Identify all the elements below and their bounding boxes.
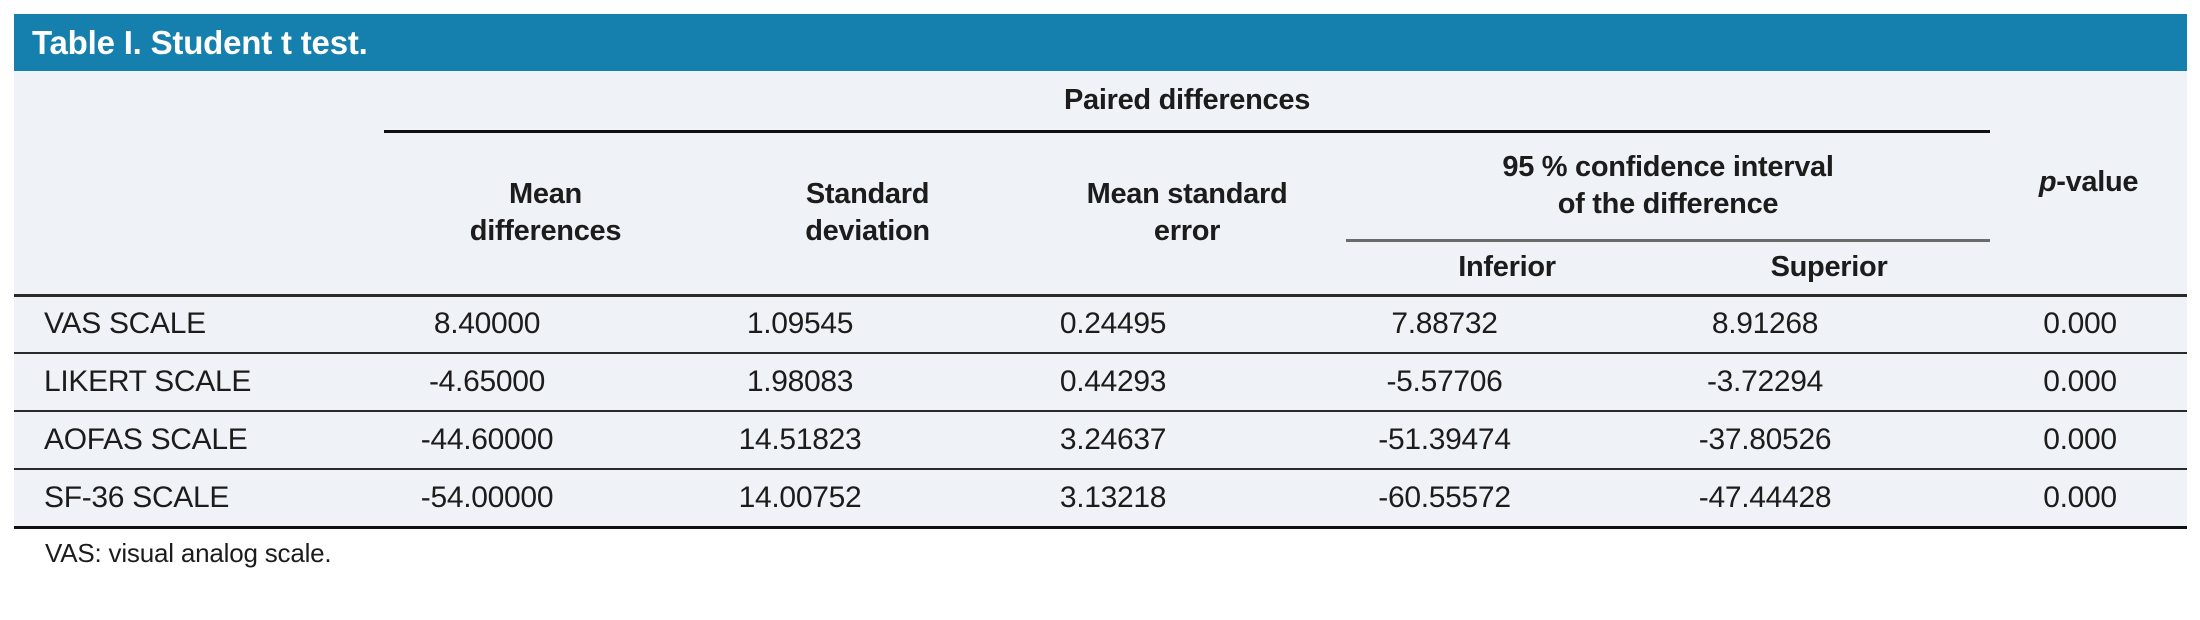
table-title-bar: Table I. Student t test. [14,14,2187,71]
cell-ci-superior: -3.72294 [1668,353,1991,412]
cell-standard-deviation: 1.09545 [707,295,1028,354]
table-body: VAS SCALE 8.40000 1.09545 0.24495 7.8873… [14,295,2188,529]
header-row-group: Paired differences p-value [14,71,2188,297]
cell-mean-standard-error: 0.24495 [1028,295,1346,354]
cell-ci-inferior: -60.55572 [1346,469,1668,529]
table-row-vas: VAS SCALE 8.40000 1.09545 0.24495 7.8873… [14,295,2188,354]
col-header-standard-deviation: Standard deviation [707,131,1028,297]
cell-mean-differences: 8.40000 [384,295,707,354]
cell-mean-standard-error: 3.24637 [1028,411,1346,470]
row-label: VAS SCALE [14,295,384,354]
corner-header-cell [14,71,384,297]
table-row-likert: LIKERT SCALE -4.65000 1.98083 0.44293 -5… [14,353,2188,412]
cell-ci-superior: -47.44428 [1668,469,1991,529]
table-header: Paired differences p-value Mean differen… [14,71,2188,297]
cell-ci-superior: 8.91268 [1668,295,1991,354]
student-t-test-table: Paired differences p-value Mean differen… [14,71,2188,529]
row-label: LIKERT SCALE [14,353,384,412]
cell-ci-inferior: -5.57706 [1346,353,1668,412]
cell-mean-differences: -4.65000 [384,353,707,412]
cell-standard-deviation: 1.98083 [707,353,1028,412]
row-label: AOFAS SCALE [14,411,384,470]
col-header-superior: Superior [1668,240,1991,297]
cell-standard-deviation: 14.00752 [707,469,1028,529]
row-label: SF-36 SCALE [14,469,384,529]
header-row-measures: Mean differences Standard deviation Mean… [14,131,2187,297]
table-row-aofas: AOFAS SCALE -44.60000 14.51823 3.24637 -… [14,411,2188,470]
col-header-p-value: p-value [1990,71,2188,297]
col-header-inferior: Inferior [1346,240,1668,297]
p-value-label-rest: -value [2056,165,2139,198]
table-footnote: VAS: visual analog scale. [45,538,332,568]
cell-mean-differences: -44.60000 [384,411,707,470]
cell-p-value: 0.000 [1990,469,2188,529]
col-header-mean-standard-error: Mean standard error [1028,131,1346,297]
cell-ci-inferior: 7.88732 [1346,295,1668,354]
cell-mean-standard-error: 3.13218 [1028,469,1346,529]
col-header-paired-differences: Paired differences [384,71,1991,133]
p-value-italic-p: p [2038,165,2057,198]
cell-p-value: 0.000 [1990,411,2188,470]
cell-mean-differences: -54.00000 [384,469,707,529]
cell-standard-deviation: 14.51823 [707,411,1028,470]
col-header-confidence-interval: 95 % confidence interval of the differen… [1346,131,1991,242]
cell-mean-standard-error: 0.44293 [1028,353,1346,412]
cell-p-value: 0.000 [1990,295,2188,354]
table-title: Table I. Student t test. [32,23,368,61]
col-header-mean-differences: Mean differences [384,131,707,297]
table-row-sf36: SF-36 SCALE -54.00000 14.00752 3.13218 -… [14,469,2188,529]
header-row-ci-bounds: Inferior Superior [14,240,2187,297]
cell-p-value: 0.000 [1990,353,2188,412]
table-card: Table I. Student t test. Paired differen… [14,14,2188,529]
cell-ci-inferior: -51.39474 [1346,411,1668,470]
cell-ci-superior: -37.80526 [1668,411,1991,470]
